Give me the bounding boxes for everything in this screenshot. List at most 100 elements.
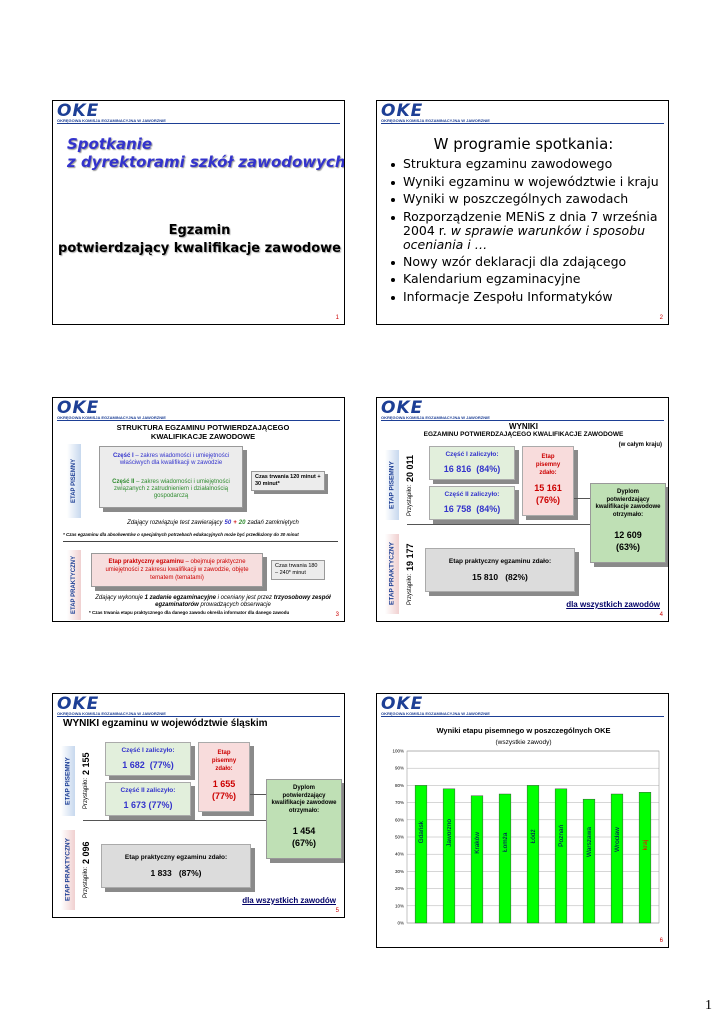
part-value: 16 758 (84%): [443, 504, 501, 514]
footer-note: dla wszystkich zawodów: [566, 600, 660, 609]
exam-part: Część II – zakres wiadomości i umiejętno…: [106, 479, 236, 500]
slide-subtitle: EGZAMINU POTWIERDZAJĄCEGO KWALIFIKACJE Z…: [423, 431, 624, 438]
category-label: Kraków: [474, 832, 481, 854]
connector: [250, 794, 266, 795]
slide-subtitle: Egzamin: [168, 223, 231, 238]
logo-org: OKRĘGOWA KOMISJA EGZAMINACYJNA W JAWORZN…: [381, 711, 490, 716]
bullet: [391, 180, 395, 185]
bar: [610, 793, 624, 924]
connector: [577, 524, 590, 525]
slide: OKE OKRĘGOWA KOMISJA EGZAMINACYJNA W JAWO…: [376, 100, 669, 325]
y-tick-label: 50%: [395, 835, 404, 840]
exam-part: Część I – zakres wiadomości i umiejętnoś…: [106, 453, 236, 467]
stage-label: ETAP PRAKTYCZNY: [385, 534, 399, 614]
diploma-box: Dyplom potwierdzający kwalifikacje zawod…: [266, 779, 342, 859]
logo-mark: OKE: [57, 101, 100, 121]
exam-part-desc: – zakres wiadomości i umiejętności właśc…: [119, 453, 230, 466]
header-rule: [57, 420, 340, 421]
part-label: Część I zaliczyło:: [121, 747, 175, 754]
entered-value: 2 096: [81, 841, 91, 865]
practical-name: Etap praktyczny egzaminu: [108, 559, 184, 565]
bullet: [391, 215, 395, 220]
logo-org: OKRĘGOWA KOMISJA EGZAMINACYJNA W JAWORZN…: [381, 118, 490, 123]
header-rule: [57, 123, 340, 124]
slide-number: 3: [335, 612, 339, 618]
category-label: Warszawa: [586, 827, 593, 857]
bullet: [391, 163, 395, 167]
slide-subtitle: potwierdzający kwalifikacje zawodowe: [58, 241, 341, 256]
part-box: Część I zaliczyło: 16 816 (84%): [429, 446, 515, 480]
agenda-item: Rozporządzenie MENiS z dnia 7 września 2…: [403, 209, 665, 252]
header-rule: [381, 123, 664, 124]
connector: [574, 498, 590, 499]
bullet: [391, 198, 395, 202]
bar: [554, 788, 568, 924]
diploma-label: Dyplom potwierdzający kwalifikacje zawod…: [595, 489, 661, 518]
part-box: Część II zaliczyło: 1 673 (77%): [105, 782, 191, 816]
entered-label: Przystąpiło:: [83, 867, 89, 899]
test-text: Zdający rozwiązuje test zawierający: [127, 520, 223, 526]
agenda-item: Informacje Zespołu Informatyków: [403, 288, 613, 304]
passed-label: Etap pisemny zdało:: [211, 750, 237, 772]
category-label: Poznań: [558, 824, 565, 846]
practical-task: Zdający wykonuje 1 zadanie egzaminacyjne…: [93, 595, 333, 609]
practical-box: Etap praktyczny egzaminu – obejmuje prak…: [91, 553, 263, 587]
header-rule: [57, 716, 340, 717]
stage-label: ETAP PISEMNY: [385, 450, 399, 520]
y-tick-label: 90%: [395, 766, 404, 771]
slide: OKE OKRĘGOWA KOMISJA EGZAMINACYJNA W JAWO…: [376, 693, 669, 948]
slide-number: 1: [335, 315, 339, 321]
slide: OKE OKRĘGOWA KOMISJA EGZAMINACYJNA W JAWO…: [52, 397, 345, 622]
footnote: * Czas egzaminu dla absolwentów o specja…: [63, 532, 299, 537]
category-label: Jaworzno: [446, 819, 453, 847]
logo-org: OKRĘGOWA KOMISJA EGZAMINACYJNA W JAWORZN…: [57, 118, 166, 123]
slide: OKE OKRĘGOWA KOMISJA EGZAMINACYJNA W JAWO…: [52, 693, 345, 918]
bullet: [391, 295, 395, 300]
bar: [414, 785, 428, 924]
task-text: trzyosobowy zespół egzaminatorów: [155, 595, 331, 608]
agenda-item: Nowy wzór deklaracji dla zdającego: [403, 253, 627, 269]
passed-box: Etap pisemny zdało: 1 655 (77%): [198, 742, 250, 812]
chart: 0% 10% 20% 30% 40% 50% 60% 70% 80% 90% 100% Gdańsk J…: [392, 749, 660, 926]
stage-label: ETAP PISEMNY: [61, 746, 75, 816]
entered-value: 20 011: [405, 454, 415, 482]
slide-number: 2: [659, 315, 663, 321]
test-text: zadań zamkniętych: [247, 520, 299, 526]
bar: [442, 788, 456, 924]
practical-value: 1 833 (87%): [150, 868, 202, 878]
category-label: kraj: [642, 840, 649, 850]
slide-title: z dyrektorami szkół zawodowych: [67, 153, 345, 171]
scope: (w całym kraju): [618, 442, 662, 448]
entered-value: 2 155: [81, 752, 91, 776]
part-box: Część II zaliczyło: 16 758 (84%): [429, 486, 515, 520]
passed-pct: (76%): [535, 495, 560, 505]
bar: [638, 792, 652, 924]
task-text: i oceniany jest przez: [216, 595, 274, 601]
part-value: 1 682 (77%): [122, 760, 174, 770]
slide-number: 6: [659, 938, 663, 944]
chart-title: Wyniki etapu pisemnego w poszczególnych …: [436, 726, 611, 735]
y-tick-label: 0%: [397, 921, 404, 926]
y-tick-label: 30%: [395, 869, 404, 874]
diploma-label: Dyplom potwierdzający kwalifikacje zawod…: [271, 785, 337, 814]
slide-title: WYNIKI: [509, 422, 538, 431]
logo-mark: OKE: [381, 101, 424, 121]
passed-label: Etap pisemny zdało:: [535, 454, 561, 476]
y-tick-label: 40%: [395, 852, 404, 857]
category-label: Łomża: [502, 832, 509, 852]
passed-pct: (77%): [211, 791, 236, 801]
task-text: Zdający wykonuje: [95, 595, 145, 601]
logo-org: OKRĘGOWA KOMISJA EGZAMINACYJNA W JAWORZN…: [57, 711, 166, 716]
diploma-box: Dyplom potwierdzający kwalifikacje zawod…: [590, 483, 666, 563]
connector: [253, 820, 266, 821]
test-operator: +: [233, 520, 237, 526]
slide-heading: W programie spotkania:: [433, 135, 614, 153]
footer-note: dla wszystkich zawodów: [242, 896, 336, 905]
slide-title-rest: egzaminu w województwie śląskim: [99, 718, 268, 729]
bullet: [391, 260, 395, 265]
entered-label: Przystąpiło:: [407, 484, 413, 516]
bar: [470, 795, 484, 924]
test-line: Zdający rozwiązuje test zawierający 50 +20…: [93, 520, 333, 526]
logo-mark: OKE: [57, 694, 100, 714]
diploma-pct: (63%): [615, 542, 640, 552]
